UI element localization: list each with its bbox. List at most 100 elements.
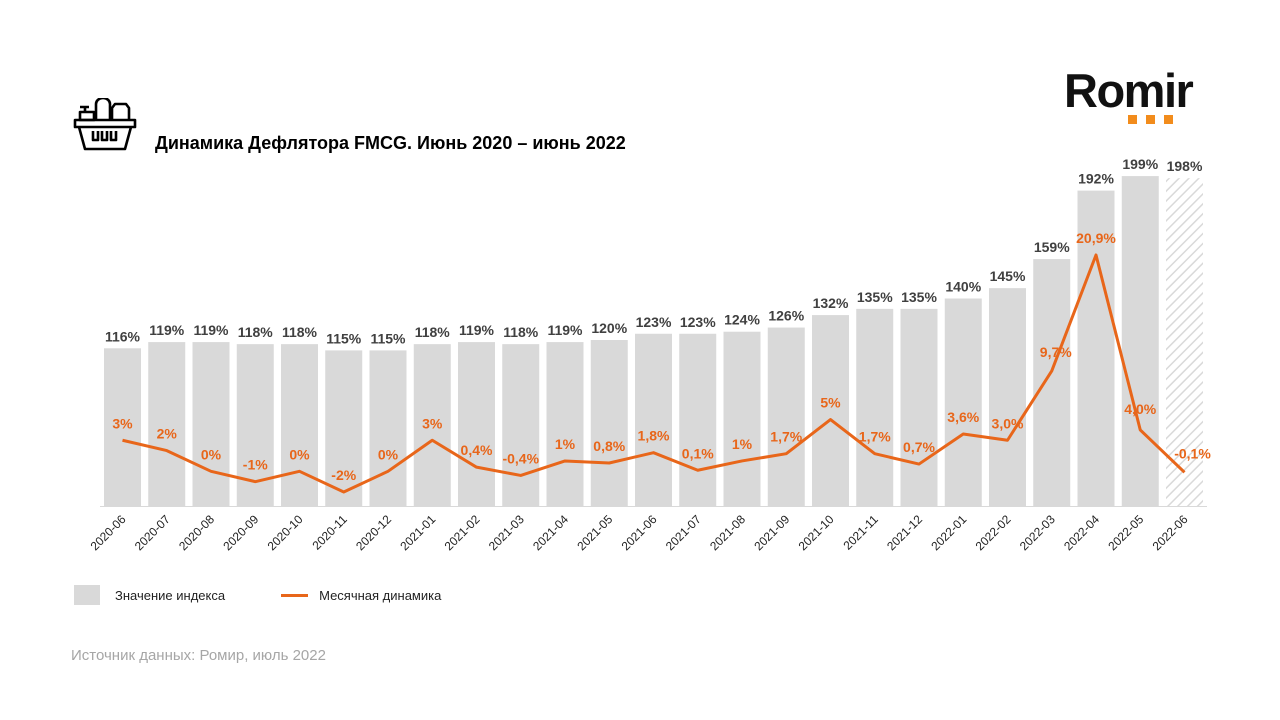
- line-value-label: 0,4%: [461, 442, 493, 458]
- bar: [1033, 259, 1071, 506]
- bar: [590, 340, 628, 506]
- bar: [458, 342, 495, 506]
- legend: Значение индекса Месячная динамика: [74, 585, 441, 605]
- logo-text: Romir: [1064, 64, 1194, 117]
- bar: [856, 308, 894, 506]
- line-value-label: -2%: [331, 467, 356, 483]
- bar: [502, 344, 540, 506]
- x-tick-label: 2020-12: [353, 512, 394, 553]
- line-value-label: 3,0%: [992, 415, 1024, 431]
- bar: [812, 315, 849, 506]
- line-value-label: 4,0%: [1124, 401, 1156, 417]
- bar: [767, 327, 805, 506]
- x-tick-label: 2020-09: [220, 512, 261, 553]
- bar-value-label: 119%: [547, 322, 583, 338]
- chart-title: Динамика Дефлятора FMCG. Июнь 2020 – июн…: [155, 133, 626, 153]
- x-tick-label: 2022-05: [1105, 512, 1146, 553]
- bar: [723, 331, 761, 506]
- line-value-label: -1%: [243, 457, 268, 473]
- bar: [679, 333, 717, 506]
- x-tick-label: 2021-08: [707, 512, 748, 553]
- x-tick-label: 2022-02: [973, 512, 1014, 553]
- bar-value-label: 123%: [636, 314, 672, 330]
- shopping-basket-icon: [73, 98, 137, 151]
- bar-value-label: 119%: [149, 322, 185, 338]
- legend-swatch-index: [74, 585, 100, 605]
- bar-value-label: 120%: [591, 320, 627, 336]
- bar-value-label: 119%: [193, 322, 229, 338]
- bar: [1077, 190, 1115, 506]
- x-tick-label: 2020-06: [88, 512, 129, 553]
- x-tick-label: 2021-02: [442, 512, 483, 553]
- line-value-label: 1,8%: [638, 428, 670, 444]
- legend-label-index: Значение индекса: [115, 587, 226, 603]
- bar: [546, 342, 584, 506]
- x-tick-label: 2021-07: [663, 512, 704, 553]
- line-value-label: 1%: [732, 436, 753, 452]
- bar-value-label: 135%: [857, 289, 893, 305]
- x-tick-label: 2022-03: [1017, 512, 1058, 553]
- x-tick-label: 2021-06: [619, 512, 660, 553]
- line-value-label: 0%: [201, 446, 222, 462]
- line-value-label: 3,6%: [947, 409, 979, 425]
- bar: [989, 288, 1026, 506]
- line-value-label: 2%: [157, 426, 178, 442]
- legend-label-dynamics: Месячная динамика: [319, 587, 442, 603]
- line-value-label: 1%: [555, 436, 576, 452]
- x-tick-label: 2022-06: [1150, 512, 1191, 553]
- x-tick-label: 2022-01: [928, 512, 969, 553]
- line-value-label: 1,7%: [770, 429, 802, 445]
- bar-value-label: 132%: [813, 295, 849, 311]
- bar-value-label: 115%: [326, 330, 362, 346]
- bar-value-label: 118%: [415, 324, 451, 340]
- x-tick-label: 2021-11: [840, 512, 881, 553]
- logo-dots: [1128, 115, 1173, 124]
- bar: [325, 350, 363, 506]
- line-value-label: 3%: [422, 415, 443, 431]
- bar-value-label: 119%: [459, 322, 495, 338]
- line-value-label: 0%: [378, 446, 399, 462]
- bar-value-label: 140%: [945, 279, 981, 295]
- line-value-label: 3%: [112, 415, 133, 431]
- line-value-label: 9,7%: [1040, 344, 1072, 360]
- line-value-label: 0%: [289, 446, 310, 462]
- bar-value-label: 145%: [990, 268, 1026, 284]
- bar-value-label: 126%: [768, 308, 804, 324]
- bar-value-label: 124%: [724, 312, 760, 328]
- bar-value-label: 115%: [370, 330, 406, 346]
- bar-value-label: 192%: [1078, 171, 1114, 187]
- x-tick-label: 2021-05: [574, 512, 615, 553]
- bar-value-label: 123%: [680, 314, 716, 330]
- line-value-label: 20,9%: [1076, 230, 1116, 246]
- line-value-label: -0,4%: [502, 450, 539, 466]
- x-tick-label: 2021-10: [796, 512, 837, 553]
- romir-logo: Romir: [1064, 66, 1210, 126]
- line-value-label: -0,1%: [1174, 445, 1211, 461]
- bar-value-label: 116%: [105, 328, 141, 344]
- bar: [900, 308, 938, 506]
- legend-swatch-dynamics: [281, 593, 309, 597]
- bar-forecast: [1166, 178, 1203, 506]
- x-tick-label: 2021-04: [530, 512, 571, 553]
- bar-value-label: 135%: [901, 289, 937, 305]
- bar: [369, 350, 407, 506]
- bar-value-label: 159%: [1034, 239, 1070, 255]
- bar: [148, 342, 186, 506]
- bar: [1121, 176, 1159, 506]
- line-value-label: 5%: [820, 395, 841, 411]
- x-tick-label: 2020-10: [265, 512, 306, 553]
- bar-value-label: 118%: [282, 324, 318, 340]
- x-tick-label: 2020-08: [176, 512, 217, 553]
- data-source: Источник данных: Ромир, июль 2022: [71, 647, 326, 664]
- x-tick-label: 2021-12: [884, 512, 925, 553]
- x-tick-label: 2021-01: [397, 512, 438, 553]
- x-tick-label: 2021-03: [486, 512, 527, 553]
- line-value-label: 1,7%: [859, 429, 891, 445]
- bar: [413, 344, 451, 506]
- bar: [104, 348, 141, 506]
- line-value-label: 0,8%: [593, 438, 625, 454]
- x-tick-label: 2020-07: [132, 512, 173, 553]
- bar: [635, 333, 672, 506]
- x-tick-label: 2020-11: [309, 512, 350, 553]
